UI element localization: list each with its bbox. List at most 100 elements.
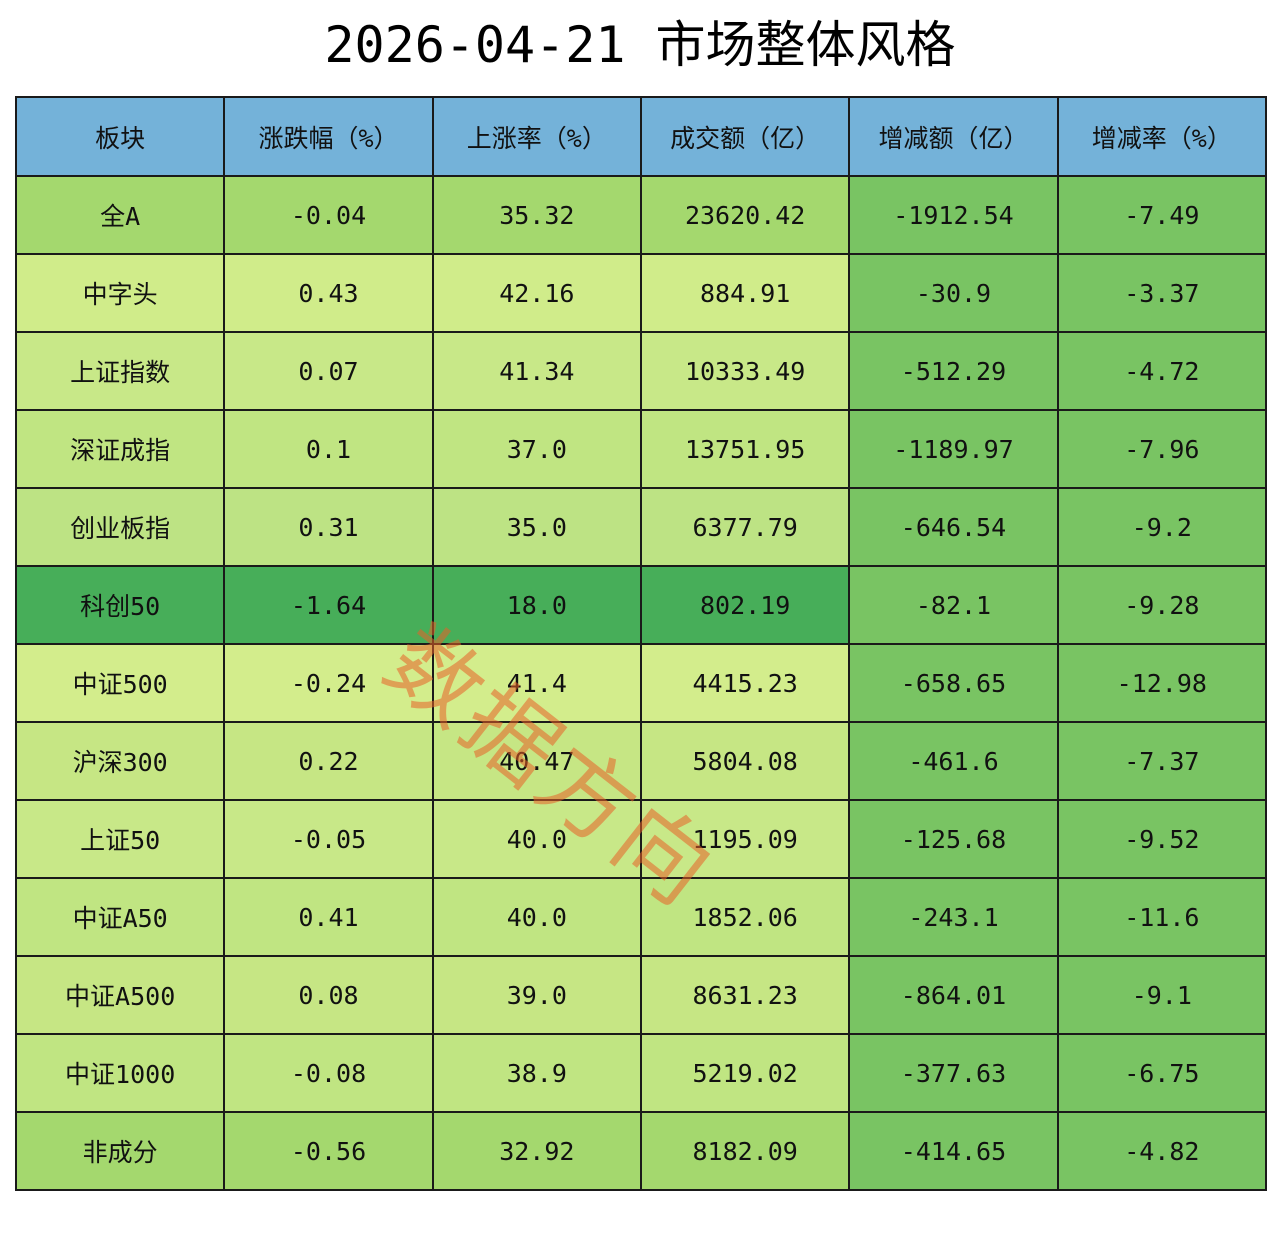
value-cell: -658.65	[848, 643, 1059, 723]
market-style-table: 板块 涨跌幅（%） 上涨率（%） 成交额（亿） 增减额（亿） 增减率（%） 全A -0.04…	[14, 96, 1268, 1191]
table-row: 非成分 -0.56 32.92 8182.09 -414.65 -4.82	[14, 1111, 1268, 1191]
sector-name-cell: 科创50	[14, 565, 226, 645]
sector-name-cell: 上证50	[14, 799, 226, 879]
value-cell: -0.24	[223, 643, 434, 723]
value-cell: 35.32	[431, 175, 642, 255]
value-cell: -377.63	[848, 1033, 1059, 1113]
table-row: 创业板指 0.31 35.0 6377.79 -646.54 -9.2	[14, 487, 1268, 567]
column-header: 增减率（%）	[1056, 96, 1268, 177]
value-cell: 18.0	[431, 565, 642, 645]
value-cell: -7.37	[1056, 721, 1268, 801]
table-row: 中字头 0.43 42.16 884.91 -30.9 -3.37	[14, 253, 1268, 333]
value-cell: -9.1	[1056, 955, 1268, 1035]
value-cell: -414.65	[848, 1111, 1059, 1191]
value-cell: 1195.09	[639, 799, 851, 879]
value-cell: -512.29	[848, 331, 1059, 411]
value-cell: -6.75	[1056, 1033, 1268, 1113]
value-cell: 884.91	[639, 253, 851, 333]
table-body: 全A -0.04 35.32 23620.42 -1912.54 -7.49 中字头 0.43…	[14, 175, 1268, 1191]
value-cell: 6377.79	[639, 487, 851, 567]
value-cell: 40.47	[431, 721, 642, 801]
sector-name-cell: 中字头	[14, 253, 226, 333]
value-cell: 5804.08	[639, 721, 851, 801]
sector-name-cell: 创业板指	[14, 487, 226, 567]
table-row: 科创50 -1.64 18.0 802.19 -82.1 -9.28	[14, 565, 1268, 645]
chart-title: 2026-04-21 市场整体风格	[324, 16, 956, 74]
value-cell: 38.9	[431, 1033, 642, 1113]
table-row: 上证50 -0.05 40.0 1195.09 -125.68 -9.52	[14, 799, 1268, 879]
value-cell: 39.0	[431, 955, 642, 1035]
table-row: 全A -0.04 35.32 23620.42 -1912.54 -7.49	[14, 175, 1268, 255]
value-cell: -4.82	[1056, 1111, 1268, 1191]
sector-name-cell: 中证A500	[14, 955, 226, 1035]
value-cell: -646.54	[848, 487, 1059, 567]
value-cell: -864.01	[848, 955, 1059, 1035]
value-cell: 23620.42	[639, 175, 851, 255]
value-cell: 0.31	[223, 487, 434, 567]
value-cell: -12.98	[1056, 643, 1268, 723]
value-cell: -9.28	[1056, 565, 1268, 645]
value-cell: -461.6	[848, 721, 1059, 801]
column-header: 涨跌幅（%）	[223, 96, 434, 177]
value-cell: -0.05	[223, 799, 434, 879]
table-row: 深证成指 0.1 37.0 13751.95 -1189.97 -7.96	[14, 409, 1268, 489]
value-cell: 42.16	[431, 253, 642, 333]
value-cell: -7.96	[1056, 409, 1268, 489]
value-cell: 32.92	[431, 1111, 642, 1191]
value-cell: 40.0	[431, 877, 642, 957]
value-cell: 13751.95	[639, 409, 851, 489]
sector-name-cell: 沪深300	[14, 721, 226, 801]
value-cell: 5219.02	[639, 1033, 851, 1113]
table-row: 沪深300 0.22 40.47 5804.08 -461.6 -7.37	[14, 721, 1268, 801]
value-cell: -9.2	[1056, 487, 1268, 567]
value-cell: -125.68	[848, 799, 1059, 879]
value-cell: -9.52	[1056, 799, 1268, 879]
sector-name-cell: 全A	[14, 175, 226, 255]
sector-name-cell: 上证指数	[14, 331, 226, 411]
column-header: 板块	[14, 96, 226, 177]
table-row: 中证1000 -0.08 38.9 5219.02 -377.63 -6.75	[14, 1033, 1268, 1113]
value-cell: -0.04	[223, 175, 434, 255]
value-cell: 8182.09	[639, 1111, 851, 1191]
value-cell: 10333.49	[639, 331, 851, 411]
column-header: 增减额（亿）	[848, 96, 1059, 177]
value-cell: 0.22	[223, 721, 434, 801]
table-row: 中证A500 0.08 39.0 8631.23 -864.01 -9.1	[14, 955, 1268, 1035]
value-cell: 4415.23	[639, 643, 851, 723]
value-cell: -11.6	[1056, 877, 1268, 957]
value-cell: -0.08	[223, 1033, 434, 1113]
value-cell: 0.41	[223, 877, 434, 957]
value-cell: -82.1	[848, 565, 1059, 645]
value-cell: 35.0	[431, 487, 642, 567]
table-row: 中证A50 0.41 40.0 1852.06 -243.1 -11.6	[14, 877, 1268, 957]
value-cell: -0.56	[223, 1111, 434, 1191]
value-cell: -243.1	[848, 877, 1059, 957]
value-cell: 41.4	[431, 643, 642, 723]
value-cell: -1189.97	[848, 409, 1059, 489]
sector-name-cell: 中证1000	[14, 1033, 226, 1113]
value-cell: 802.19	[639, 565, 851, 645]
value-cell: -3.37	[1056, 253, 1268, 333]
column-header: 成交额（亿）	[639, 96, 851, 177]
value-cell: 8631.23	[639, 955, 851, 1035]
value-cell: -1912.54	[848, 175, 1059, 255]
value-cell: 1852.06	[639, 877, 851, 957]
table-row: 上证指数 0.07 41.34 10333.49 -512.29 -4.72	[14, 331, 1268, 411]
value-cell: 0.43	[223, 253, 434, 333]
sector-name-cell: 中证500	[14, 643, 226, 723]
header-row: 板块 涨跌幅（%） 上涨率（%） 成交额（亿） 增减额（亿） 增减率（%）	[14, 96, 1268, 177]
value-cell: 0.08	[223, 955, 434, 1035]
value-cell: -7.49	[1056, 175, 1268, 255]
value-cell: 37.0	[431, 409, 642, 489]
table-row: 中证500 -0.24 41.4 4415.23 -658.65 -12.98	[14, 643, 1268, 723]
sector-name-cell: 深证成指	[14, 409, 226, 489]
value-cell: 41.34	[431, 331, 642, 411]
sector-name-cell: 中证A50	[14, 877, 226, 957]
sector-name-cell: 非成分	[14, 1111, 226, 1191]
value-cell: -1.64	[223, 565, 434, 645]
column-header: 上涨率（%）	[431, 96, 642, 177]
value-cell: 0.07	[223, 331, 434, 411]
value-cell: 40.0	[431, 799, 642, 879]
value-cell: 0.1	[223, 409, 434, 489]
value-cell: -4.72	[1056, 331, 1268, 411]
